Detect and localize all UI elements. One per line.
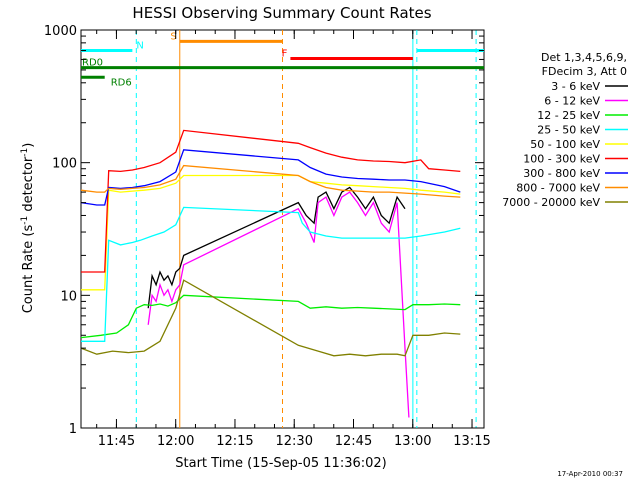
status-bars: N S F RD0 RD6 xyxy=(81,31,484,88)
legend-header-line1: Det 1,3,4,5,6,9, xyxy=(541,51,627,64)
generation-timestamp: 17-Apr-2010 00:37 xyxy=(557,470,623,478)
chart-title: HESSI Observing Summary Count Rates xyxy=(132,4,431,22)
y-axis-label-main: Count Rate (s xyxy=(21,225,36,314)
series-line xyxy=(147,186,406,309)
status-bar-label: S xyxy=(170,31,176,42)
x-tick-label: 11:45 xyxy=(98,434,135,449)
y-tick-label: 100 xyxy=(52,157,77,172)
legend-label: 800 - 7000 keV xyxy=(516,182,600,195)
series-line xyxy=(81,129,461,273)
legend-label: 100 - 300 keV xyxy=(523,153,600,166)
y-tick-label: 10 xyxy=(60,289,77,304)
vertical-markers xyxy=(135,30,477,428)
series-line xyxy=(80,164,461,198)
legend-label: 25 - 50 keV xyxy=(537,124,600,137)
x-axis-ticks: 11:45 12:00 12:15 12:30 12:45 13:00 13:15 xyxy=(96,30,491,449)
legend-label: 7000 - 20000 keV xyxy=(502,196,600,209)
legend-label: 50 - 100 keV xyxy=(530,138,600,151)
series-line xyxy=(80,149,461,206)
status-bar-label: N xyxy=(136,41,143,52)
x-axis-label: Start Time (15-Sep-05 11:36:02) xyxy=(175,456,386,471)
x-tick-label: 12:30 xyxy=(276,434,313,449)
legend-header-line2: FDecim 3, Att 0 xyxy=(542,65,627,78)
legend-label: 12 - 25 keV xyxy=(537,109,600,122)
legend: Det 1,3,4,5,6,9, FDecim 3, Att 0 3 - 6 k… xyxy=(502,51,628,209)
legend-label: 300 - 800 keV xyxy=(523,167,600,180)
series-lines xyxy=(80,129,461,418)
series-line xyxy=(147,191,410,418)
x-tick-label: 12:00 xyxy=(157,434,194,449)
y-tick-label: 1 xyxy=(69,422,77,437)
x-tick-label: 13:15 xyxy=(453,434,490,449)
x-tick-label: 12:15 xyxy=(216,434,253,449)
status-bar-label: F xyxy=(282,48,288,59)
series-line xyxy=(80,294,461,339)
series-line xyxy=(81,206,461,342)
y-axis-label-sup2: -1 xyxy=(20,148,30,157)
x-tick-label: 12:45 xyxy=(335,434,372,449)
y-axis-label-end: ) xyxy=(21,143,36,148)
series-line xyxy=(80,279,461,357)
y-axis-label-sup1: -1 xyxy=(20,216,30,225)
status-bar-label: RD6 xyxy=(111,77,132,88)
y-axis-label: Count Rate (s-1 detector-1) xyxy=(20,143,36,314)
y-axis-label-mid: detector xyxy=(21,156,36,216)
x-tick-label: 13:00 xyxy=(394,434,431,449)
legend-label: 6 - 12 keV xyxy=(544,95,600,108)
y-axis-ticks: 1 10 100 1000 xyxy=(44,24,484,437)
legend-label: 3 - 6 keV xyxy=(551,80,600,93)
y-tick-label: 1000 xyxy=(44,24,77,39)
status-bar-label: RD0 xyxy=(82,58,103,69)
